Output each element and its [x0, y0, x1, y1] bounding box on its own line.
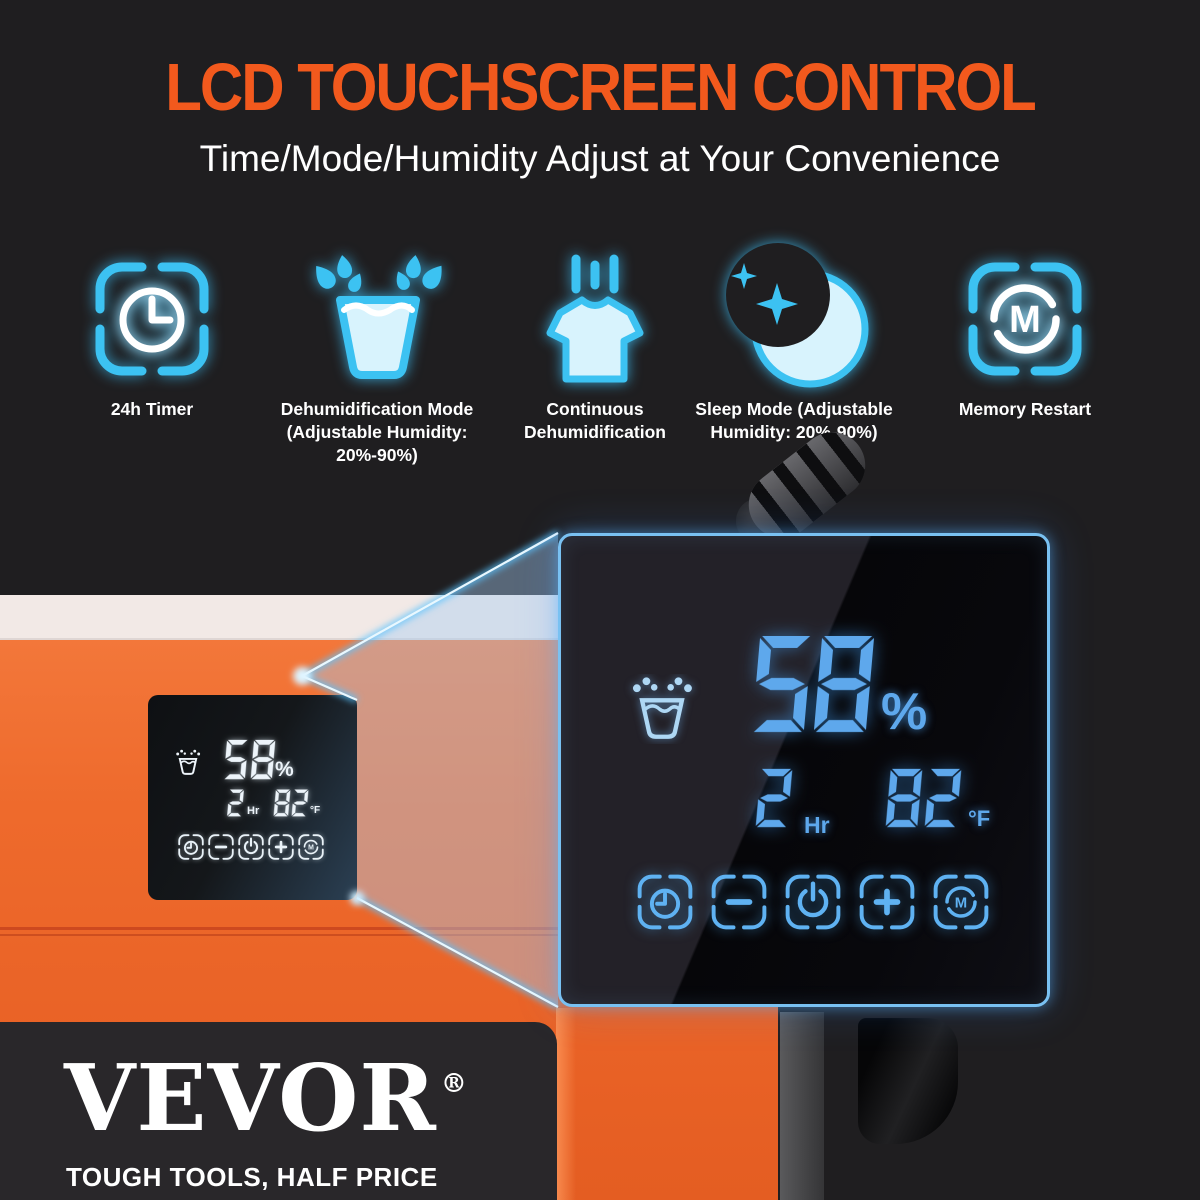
clock-timer-bracket-icon [95, 248, 209, 390]
lcd-touchscreen-panel: % Hr °F M [558, 533, 1050, 1007]
temperature-unit-label: °F [968, 806, 991, 831]
lcd-button-power [238, 834, 264, 860]
feature-item-memory-restart: M Memory Restart [915, 248, 1135, 421]
moon-icon [726, 243, 869, 388]
vevor-logo: VEVOR ® [64, 1044, 468, 1152]
feature-label: Continuous Dehumidification [524, 399, 666, 442]
feature-item-dehumidification-mode: Dehumidification Mode (Adjustable Humidit… [252, 248, 502, 466]
temperature-value [884, 762, 963, 834]
shirt-drying-icon [532, 248, 658, 390]
shirt-icon [546, 254, 644, 383]
humidity-unit: % [881, 683, 928, 741]
humidity-unit: % [275, 758, 294, 781]
lcd-button-timer[interactable] [637, 874, 693, 930]
device-edge-highlight [556, 1008, 576, 1200]
water-cup-icon [176, 749, 201, 775]
lcd-buttons-row: M [637, 874, 989, 930]
device-seam-line [0, 934, 558, 936]
page-title: LCD TOUCHSCREEN CONTROL [165, 49, 1037, 125]
lcd-button-power[interactable] [785, 874, 841, 930]
clock-icon [95, 262, 209, 376]
moon-stars-icon [720, 243, 869, 390]
brand-tagline: TOUGH TOOLS, HALF PRICE [66, 1162, 438, 1192]
feature-item-sleep-mode: Sleep Mode (Adjustable Humidity: 20%-90%) [687, 243, 901, 444]
lcd-buttons-row: M [178, 834, 324, 860]
device-seam-line [0, 927, 558, 930]
timer-value [226, 789, 245, 817]
lcd-button-increase[interactable] [859, 874, 915, 930]
feature-item-continuous: Continuous Dehumidification [502, 248, 688, 444]
feature-item-timer: 24h Timer [47, 248, 257, 421]
temperature-unit-label: °F [310, 805, 321, 816]
registered-mark: ® [440, 1069, 468, 1099]
lcd-button-memory: M [298, 834, 324, 860]
device-base-panel: VEVOR ® TOUGH TOOLS, HALF PRICE [0, 1022, 557, 1200]
lcd-button-decrease [208, 834, 234, 860]
lcd-button-increase [268, 834, 294, 860]
lcd-button-memory[interactable]: M [933, 874, 989, 930]
feature-label: Dehumidification Mode (Adjustable Humidit… [280, 399, 474, 465]
memory-restart-bracket-icon: M [968, 248, 1082, 390]
water-cup-splash-icon [298, 248, 456, 390]
lcd-button-decrease[interactable] [711, 874, 767, 930]
timer-unit-label: Hr [247, 805, 260, 817]
temperature-value [273, 789, 309, 817]
page-subtitle: Time/Mode/Humidity Adjust at Your Conven… [199, 138, 1001, 179]
lcd-button-timer [178, 834, 204, 860]
side-handle [858, 1018, 958, 1144]
device-side-trim [780, 1012, 824, 1200]
feature-label: Memory Restart [958, 399, 1092, 419]
water-cup-icon [632, 677, 692, 739]
memory-icon: M [968, 262, 1082, 376]
humidity-value [750, 634, 877, 734]
humidity-value [222, 739, 277, 780]
svg-text:M: M [955, 896, 967, 912]
svg-text:M: M [1009, 299, 1041, 341]
feature-label: Sleep Mode (Adjustable Humidity: 20%-90%) [695, 399, 893, 442]
device-lcd-screen: % Hr °F M [148, 695, 357, 900]
timer-unit-label: Hr [804, 812, 830, 838]
svg-text:M: M [308, 845, 314, 852]
feature-label: 24h Timer [110, 399, 194, 419]
water-cup-icon [309, 253, 449, 379]
timer-value [754, 762, 794, 834]
